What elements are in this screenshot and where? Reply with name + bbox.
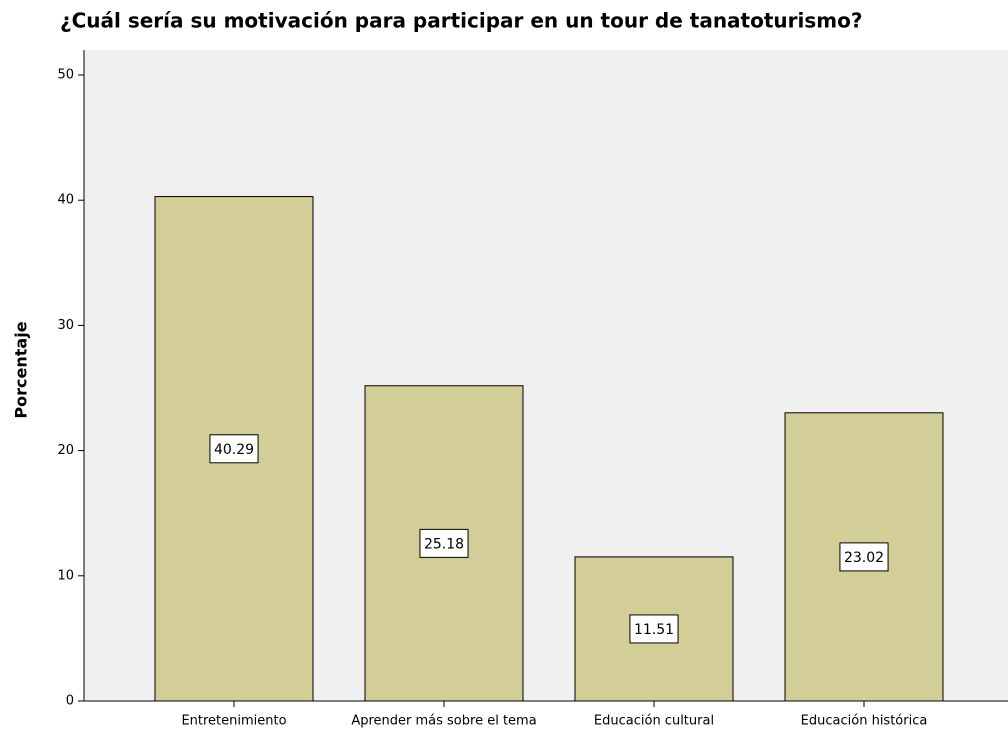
y-tick-label: 50 [57,68,74,83]
value-label-box [629,614,679,644]
chart-title: ¿Cuál sería su motivación para participa… [60,9,862,33]
y-tick-label: 20 [57,443,74,458]
y-tick-label: 0 [66,694,74,709]
y-axis-label: Porcentaje [12,321,31,418]
value-label-box [839,542,889,572]
x-tick-label: Educación histórica [801,714,928,729]
x-tick-label: Entretenimiento [181,714,286,729]
value-label-box [209,434,259,464]
x-tick-label: Aprender más sobre el tema [351,714,536,729]
y-tick-label: 40 [57,193,74,208]
y-tick-label: 10 [57,568,74,583]
x-tick-label: Educación cultural [594,714,714,729]
value-label: 11.51 [634,622,674,638]
value-label-box [419,528,469,558]
value-label: 23.02 [844,550,884,566]
value-label: 25.18 [424,536,464,552]
y-tick-label: 30 [57,318,74,333]
value-label: 40.29 [214,442,254,458]
